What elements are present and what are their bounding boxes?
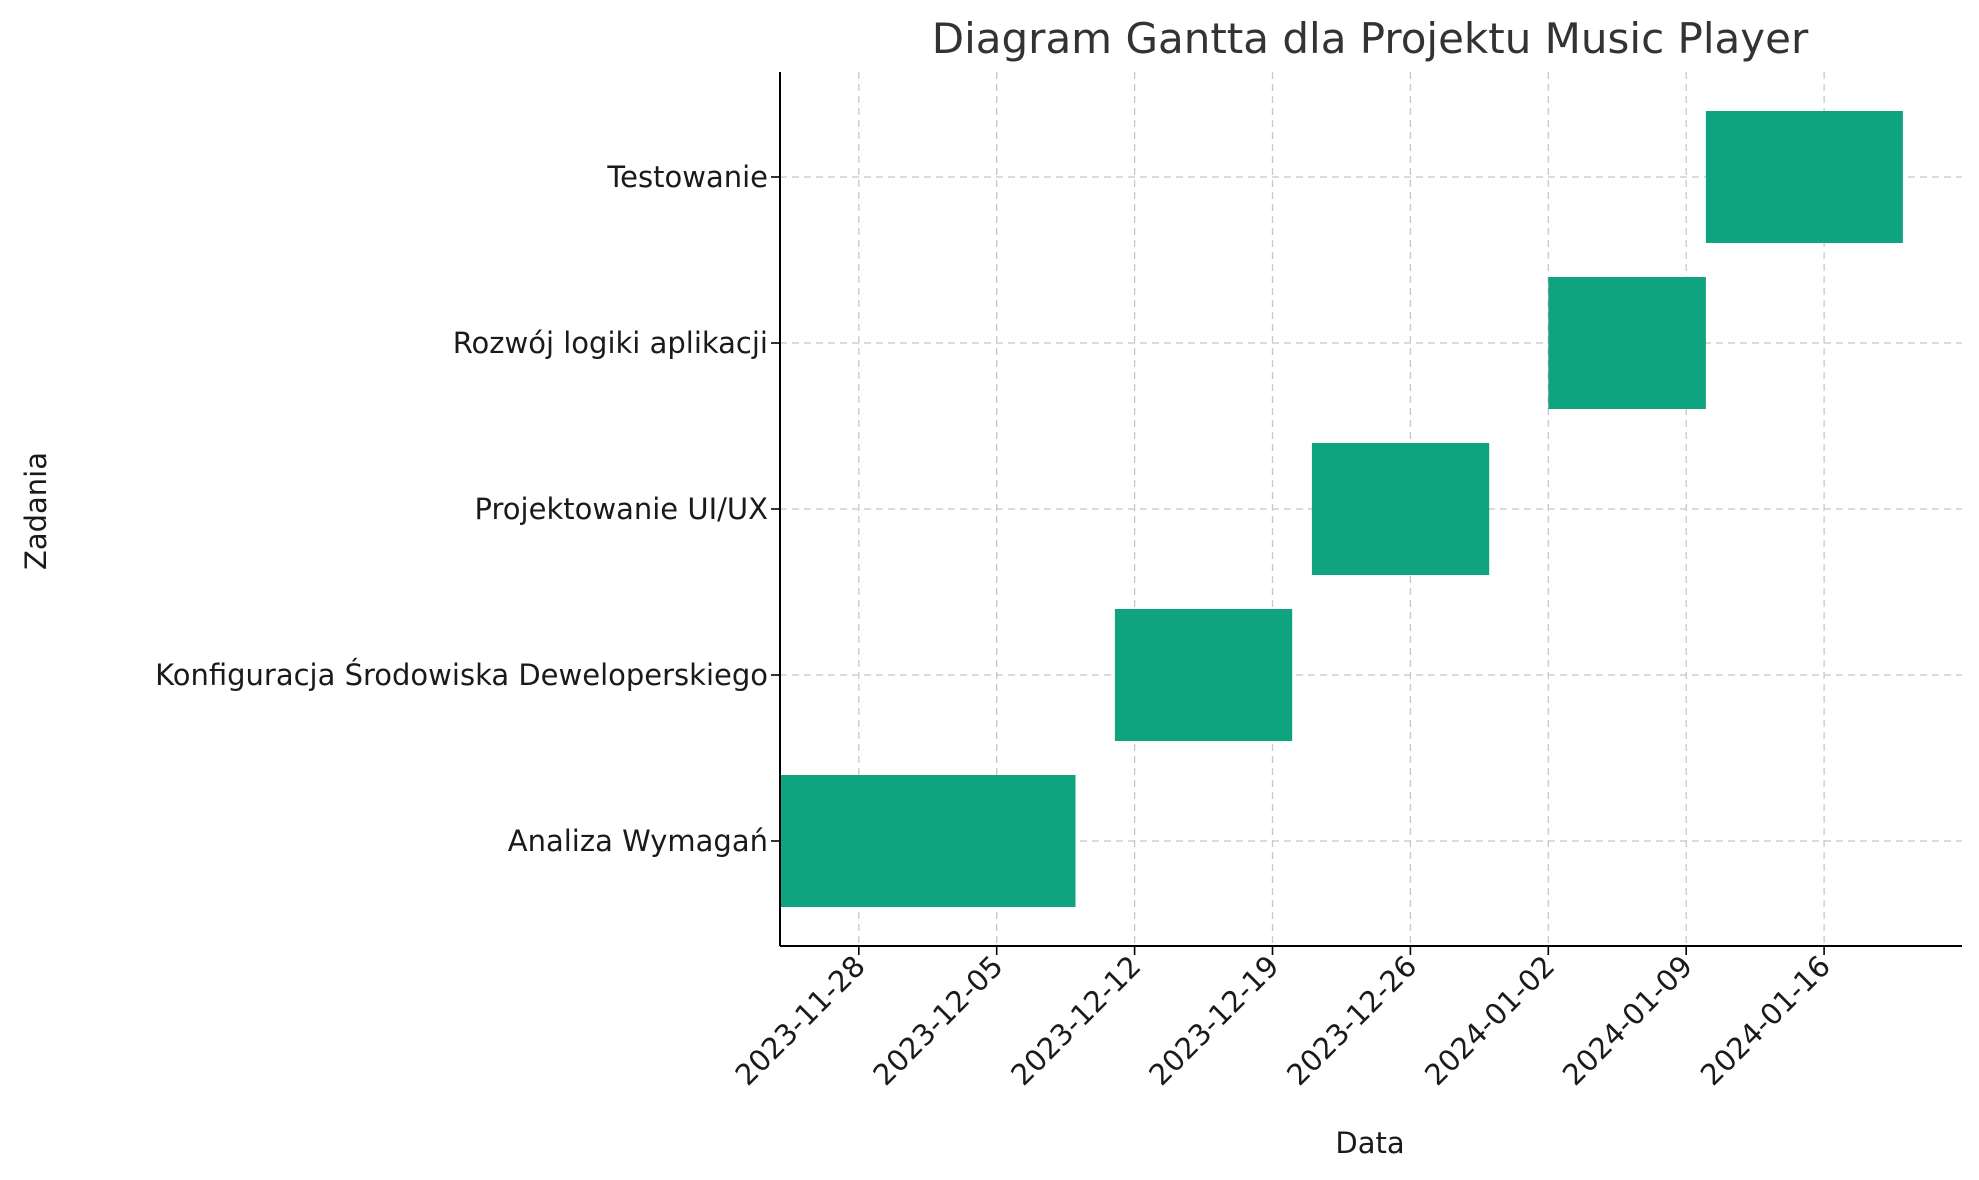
chart-title: Diagram Gantta dla Projektu Music Player: [932, 14, 1809, 63]
bar-layer: [780, 111, 1903, 907]
x-tick-label: 2023-12-26: [1280, 949, 1423, 1092]
task-label: Konfiguracja Środowiska Deweloperskiego: [155, 658, 768, 692]
y-axis-label: Zadania: [19, 452, 53, 570]
task-label: Testowanie: [606, 160, 768, 194]
task-label: Rozwój logiki aplikacji: [453, 326, 768, 360]
task-label: Projektowanie UI/UX: [475, 492, 768, 526]
x-tick-label: 2023-12-05: [866, 949, 1009, 1092]
task-bar: [1548, 277, 1706, 409]
x-tick-label: 2024-01-16: [1694, 949, 1837, 1092]
task-bar: [1114, 609, 1293, 741]
task-bar: [780, 775, 1076, 907]
axis-layer: 2023-11-282023-12-052023-12-122023-12-19…: [155, 72, 1962, 1092]
x-tick-label: 2023-12-12: [1004, 949, 1147, 1092]
x-tick-label: 2023-11-28: [729, 949, 872, 1092]
task-label: Analiza Wymagań: [508, 824, 768, 858]
task-bar: [1311, 443, 1490, 575]
task-bar: [1705, 111, 1903, 243]
x-tick-label: 2023-12-19: [1142, 949, 1285, 1092]
x-tick-label: 2024-01-02: [1418, 949, 1561, 1092]
x-axis-label: Data: [1335, 1126, 1404, 1160]
x-tick-label: 2024-01-09: [1556, 949, 1699, 1092]
